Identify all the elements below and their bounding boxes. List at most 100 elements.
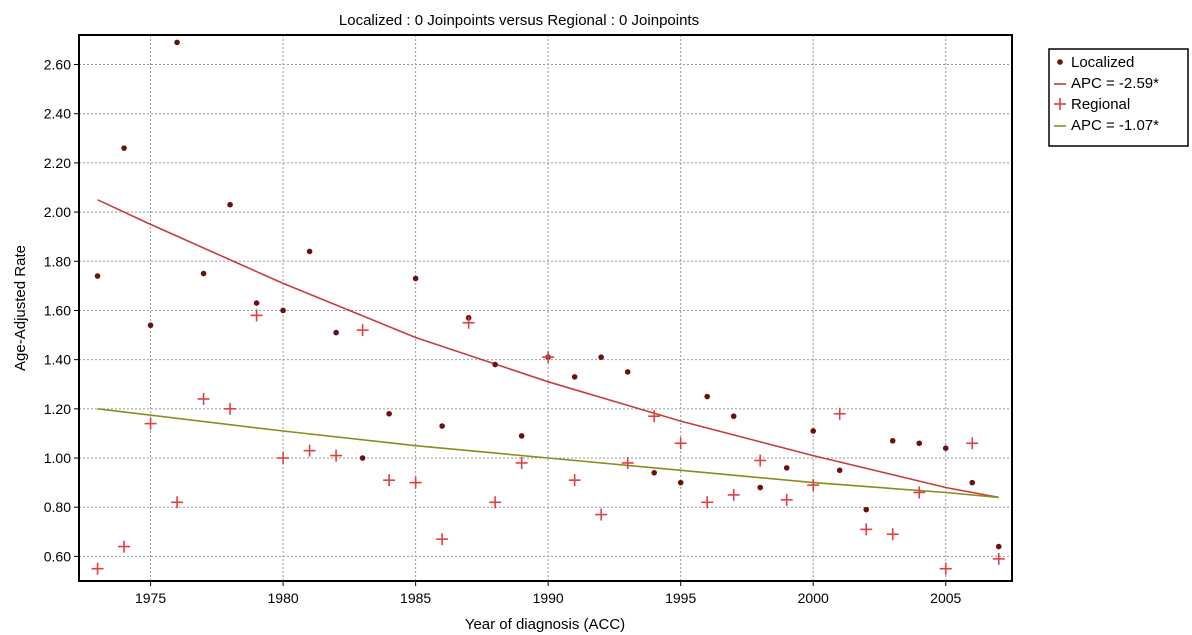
regional-point xyxy=(621,456,634,469)
localized-point xyxy=(677,479,684,486)
regional-point xyxy=(939,562,952,575)
regional-point xyxy=(992,552,1005,565)
y-tick-label: 2.20 xyxy=(44,155,71,171)
regional-point xyxy=(356,324,369,337)
localized-point xyxy=(359,455,366,461)
y-tick-label: 1.00 xyxy=(44,450,71,466)
localized-point xyxy=(306,248,313,255)
regional-point xyxy=(515,456,528,469)
regional-point xyxy=(224,402,237,415)
legend-label-1: APC = -2.59* xyxy=(1071,75,1159,92)
regional-point xyxy=(383,474,396,487)
x-tick-label: 1975 xyxy=(135,590,166,606)
regional-point xyxy=(197,393,210,405)
regional-point xyxy=(330,449,343,462)
legend-symbol-2 xyxy=(1054,98,1066,110)
localized-point xyxy=(94,273,101,279)
regional-point xyxy=(674,437,687,450)
y-tick-label: 1.80 xyxy=(44,253,71,269)
regional-point xyxy=(250,309,263,322)
legend-label-3: APC = -1.07* xyxy=(1071,117,1159,134)
localized-point xyxy=(889,438,896,444)
localized-point xyxy=(810,428,817,434)
axis-ticks: 1975 1980 1985 1990 1995 2000 2005 0.60 0.80 1.00… xyxy=(44,57,962,606)
trend-line-3 xyxy=(97,408,999,499)
regional-point xyxy=(886,528,899,541)
regional-point xyxy=(807,479,820,492)
regional-point xyxy=(118,540,131,553)
y-tick-label: 0.60 xyxy=(44,548,71,564)
x-axis-title: Year of diagnosis (ACC) xyxy=(465,616,625,633)
localized-point xyxy=(969,479,976,486)
localized-point xyxy=(995,543,1002,550)
regional-point xyxy=(436,533,449,546)
regional-point xyxy=(648,410,661,423)
regional-point xyxy=(780,493,793,506)
localized-point xyxy=(147,322,154,329)
regional-point xyxy=(966,437,979,450)
localized-point xyxy=(386,410,392,417)
localized-point xyxy=(863,506,870,513)
legend-box xyxy=(1048,48,1189,147)
localized-point xyxy=(200,270,207,277)
legend-label-2: Regional xyxy=(1071,96,1130,113)
regional-point xyxy=(489,496,502,509)
regional-point xyxy=(91,562,104,575)
localized-point xyxy=(624,369,631,375)
y-axis-title: Age-Adjusted Rate xyxy=(12,245,29,371)
y-tick-label: 2.00 xyxy=(44,204,71,220)
x-tick-label: 2005 xyxy=(930,590,961,606)
regional-point xyxy=(144,417,157,430)
regional-point xyxy=(727,488,740,501)
localized-point xyxy=(598,354,604,360)
x-tick-label: 1980 xyxy=(268,590,299,606)
y-tick-label: 2.60 xyxy=(44,57,71,73)
regional-point xyxy=(701,496,714,509)
localized-point xyxy=(942,445,949,451)
y-tick-label: 2.40 xyxy=(44,106,71,122)
legend: Localized APC = -2.59* Regional APC = -1.07… xyxy=(1048,48,1189,147)
localized-point xyxy=(412,275,419,282)
regional-point xyxy=(277,452,290,465)
data-points xyxy=(91,39,1005,575)
localized-point xyxy=(333,329,339,336)
localized-point xyxy=(757,484,763,491)
y-tick-label: 0.80 xyxy=(44,499,71,515)
x-tick-label: 1985 xyxy=(400,590,431,606)
localized-point xyxy=(492,361,498,368)
localized-point xyxy=(836,467,843,474)
x-tick-label: 1990 xyxy=(533,590,564,606)
x-tick-label: 2000 xyxy=(798,590,829,606)
localized-point xyxy=(571,374,578,380)
localized-point xyxy=(916,440,923,447)
trend-lines xyxy=(97,199,999,499)
plot-frame xyxy=(78,34,1013,582)
regional-point xyxy=(409,476,422,489)
localized-point xyxy=(121,145,127,151)
localized-point xyxy=(651,469,657,476)
localized-point xyxy=(280,307,286,314)
y-tick-label: 1.20 xyxy=(44,401,71,417)
y-tick-label: 1.60 xyxy=(44,302,71,318)
localized-point xyxy=(227,201,233,208)
regional-point xyxy=(833,407,846,420)
localized-point xyxy=(253,300,260,306)
x-tick-label: 1995 xyxy=(665,590,696,606)
legend-symbol-0 xyxy=(1057,59,1063,65)
regional-point xyxy=(860,523,873,536)
grid xyxy=(79,35,1012,581)
regional-point xyxy=(754,454,767,467)
localized-point xyxy=(518,433,525,439)
trend-line-1 xyxy=(97,199,999,499)
localized-point xyxy=(783,465,790,471)
y-tick-label: 1.40 xyxy=(44,352,71,368)
localized-point xyxy=(704,393,710,400)
regional-point xyxy=(913,486,926,499)
regional-point xyxy=(595,508,608,521)
chart-title: Localized : 0 Joinpoints versus Regional… xyxy=(339,12,699,29)
regional-point xyxy=(303,444,316,457)
localized-point xyxy=(439,423,445,429)
regional-point xyxy=(542,351,555,364)
legend-label-0: Localized xyxy=(1071,54,1134,71)
